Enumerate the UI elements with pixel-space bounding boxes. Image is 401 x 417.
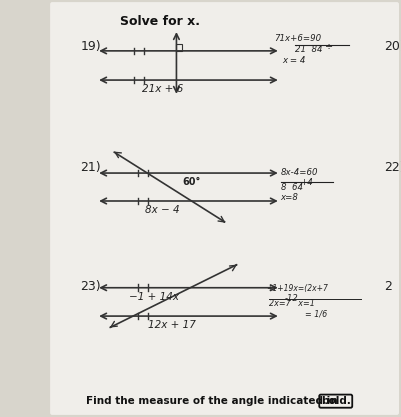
Text: 71x+6=90: 71x+6=90 [275,34,322,43]
Text: x = 4: x = 4 [283,56,306,65]
Text: ÷: ÷ [325,41,333,51]
Text: 2: 2 [384,280,392,293]
Text: 20): 20) [384,40,401,53]
Text: 12x + 17: 12x + 17 [148,320,196,330]
Text: -12: -12 [285,294,298,303]
Text: 23): 23) [80,280,101,293]
Text: 19): 19) [80,40,101,53]
Text: = 1/6: = 1/6 [305,309,327,319]
Text: +1+19x=(2x+7: +1+19x=(2x+7 [267,284,328,294]
Text: +4: +4 [300,178,313,187]
Text: 8x − 4: 8x − 4 [145,205,180,215]
Text: 8  64: 8 64 [281,183,303,192]
Text: 21): 21) [80,161,101,173]
Text: 21x + 6: 21x + 6 [142,84,183,94]
Text: Find the measure of the angle indicated in: Find the measure of the angle indicated … [86,396,342,406]
Text: bold.: bold. [321,396,351,406]
Text: 60°: 60° [182,177,201,187]
Bar [176,43,182,51]
Text: 21  84: 21 84 [295,45,322,54]
Text: −1 + 14x: −1 + 14x [130,292,179,302]
Text: 2x=7   x=1: 2x=7 x=1 [269,299,315,308]
Text: x=8: x=8 [281,193,299,202]
Text: 22): 22) [384,161,401,173]
Text: 8x-4=60: 8x-4=60 [281,168,318,177]
Text: Solve for x.: Solve for x. [120,15,200,28]
FancyBboxPatch shape [50,2,399,415]
